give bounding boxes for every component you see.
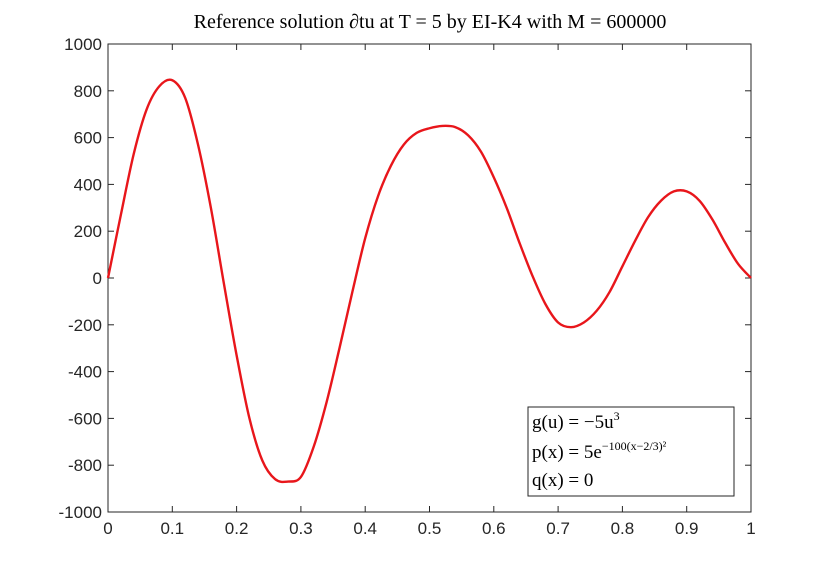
y-tick-label: -600	[68, 409, 102, 428]
x-tick-label: 0.6	[482, 519, 506, 538]
x-tick-label: 0	[103, 519, 112, 538]
y-tick-label: 800	[74, 82, 102, 101]
annotation-box: g(u) = −5u3 p(x) = 5e−100(x−2/3)² q(x) =…	[527, 406, 735, 497]
y-tick-label: 600	[74, 129, 102, 148]
x-tick-label: 0.7	[546, 519, 570, 538]
y-axis: -1000 -800 -600 -400 -200 0 200 400 600 800 1000	[59, 35, 751, 522]
x-tick-label: 0.3	[289, 519, 313, 538]
y-tick-label: -800	[68, 456, 102, 475]
y-tick-label: 400	[74, 175, 102, 194]
x-tick-label: 1	[746, 519, 755, 538]
series-line	[106, 78, 752, 484]
y-tick-label: 1000	[64, 35, 102, 54]
chart-title: Reference solution ∂tu at T = 5 by EI-K4…	[194, 11, 667, 33]
annotation-frame	[527, 406, 735, 497]
x-tick-label: 0.1	[160, 519, 184, 538]
y-tick-label: 200	[74, 222, 102, 241]
x-tick-label: 0.9	[675, 519, 699, 538]
annotation-line-g: g(u) = −5u3	[532, 409, 620, 433]
annotation-line-p: p(x) = 5e−100(x−2/3)²	[532, 439, 667, 463]
x-tick-label: 0.8	[611, 519, 635, 538]
annotation-line-q: q(x) = 0	[532, 470, 593, 491]
x-axis: 0 0.1 0.2 0.3 0.4 0.5 0.6 0.7 0.8 0.9 1	[103, 44, 756, 538]
y-tick-label: 0	[93, 269, 102, 288]
y-tick-label: -1000	[59, 503, 102, 522]
y-tick-label: -400	[68, 363, 102, 382]
x-tick-label: 0.2	[225, 519, 249, 538]
x-tick-label: 0.4	[353, 519, 377, 538]
y-tick-label: -200	[68, 316, 102, 335]
x-tick-label: 0.5	[418, 519, 442, 538]
